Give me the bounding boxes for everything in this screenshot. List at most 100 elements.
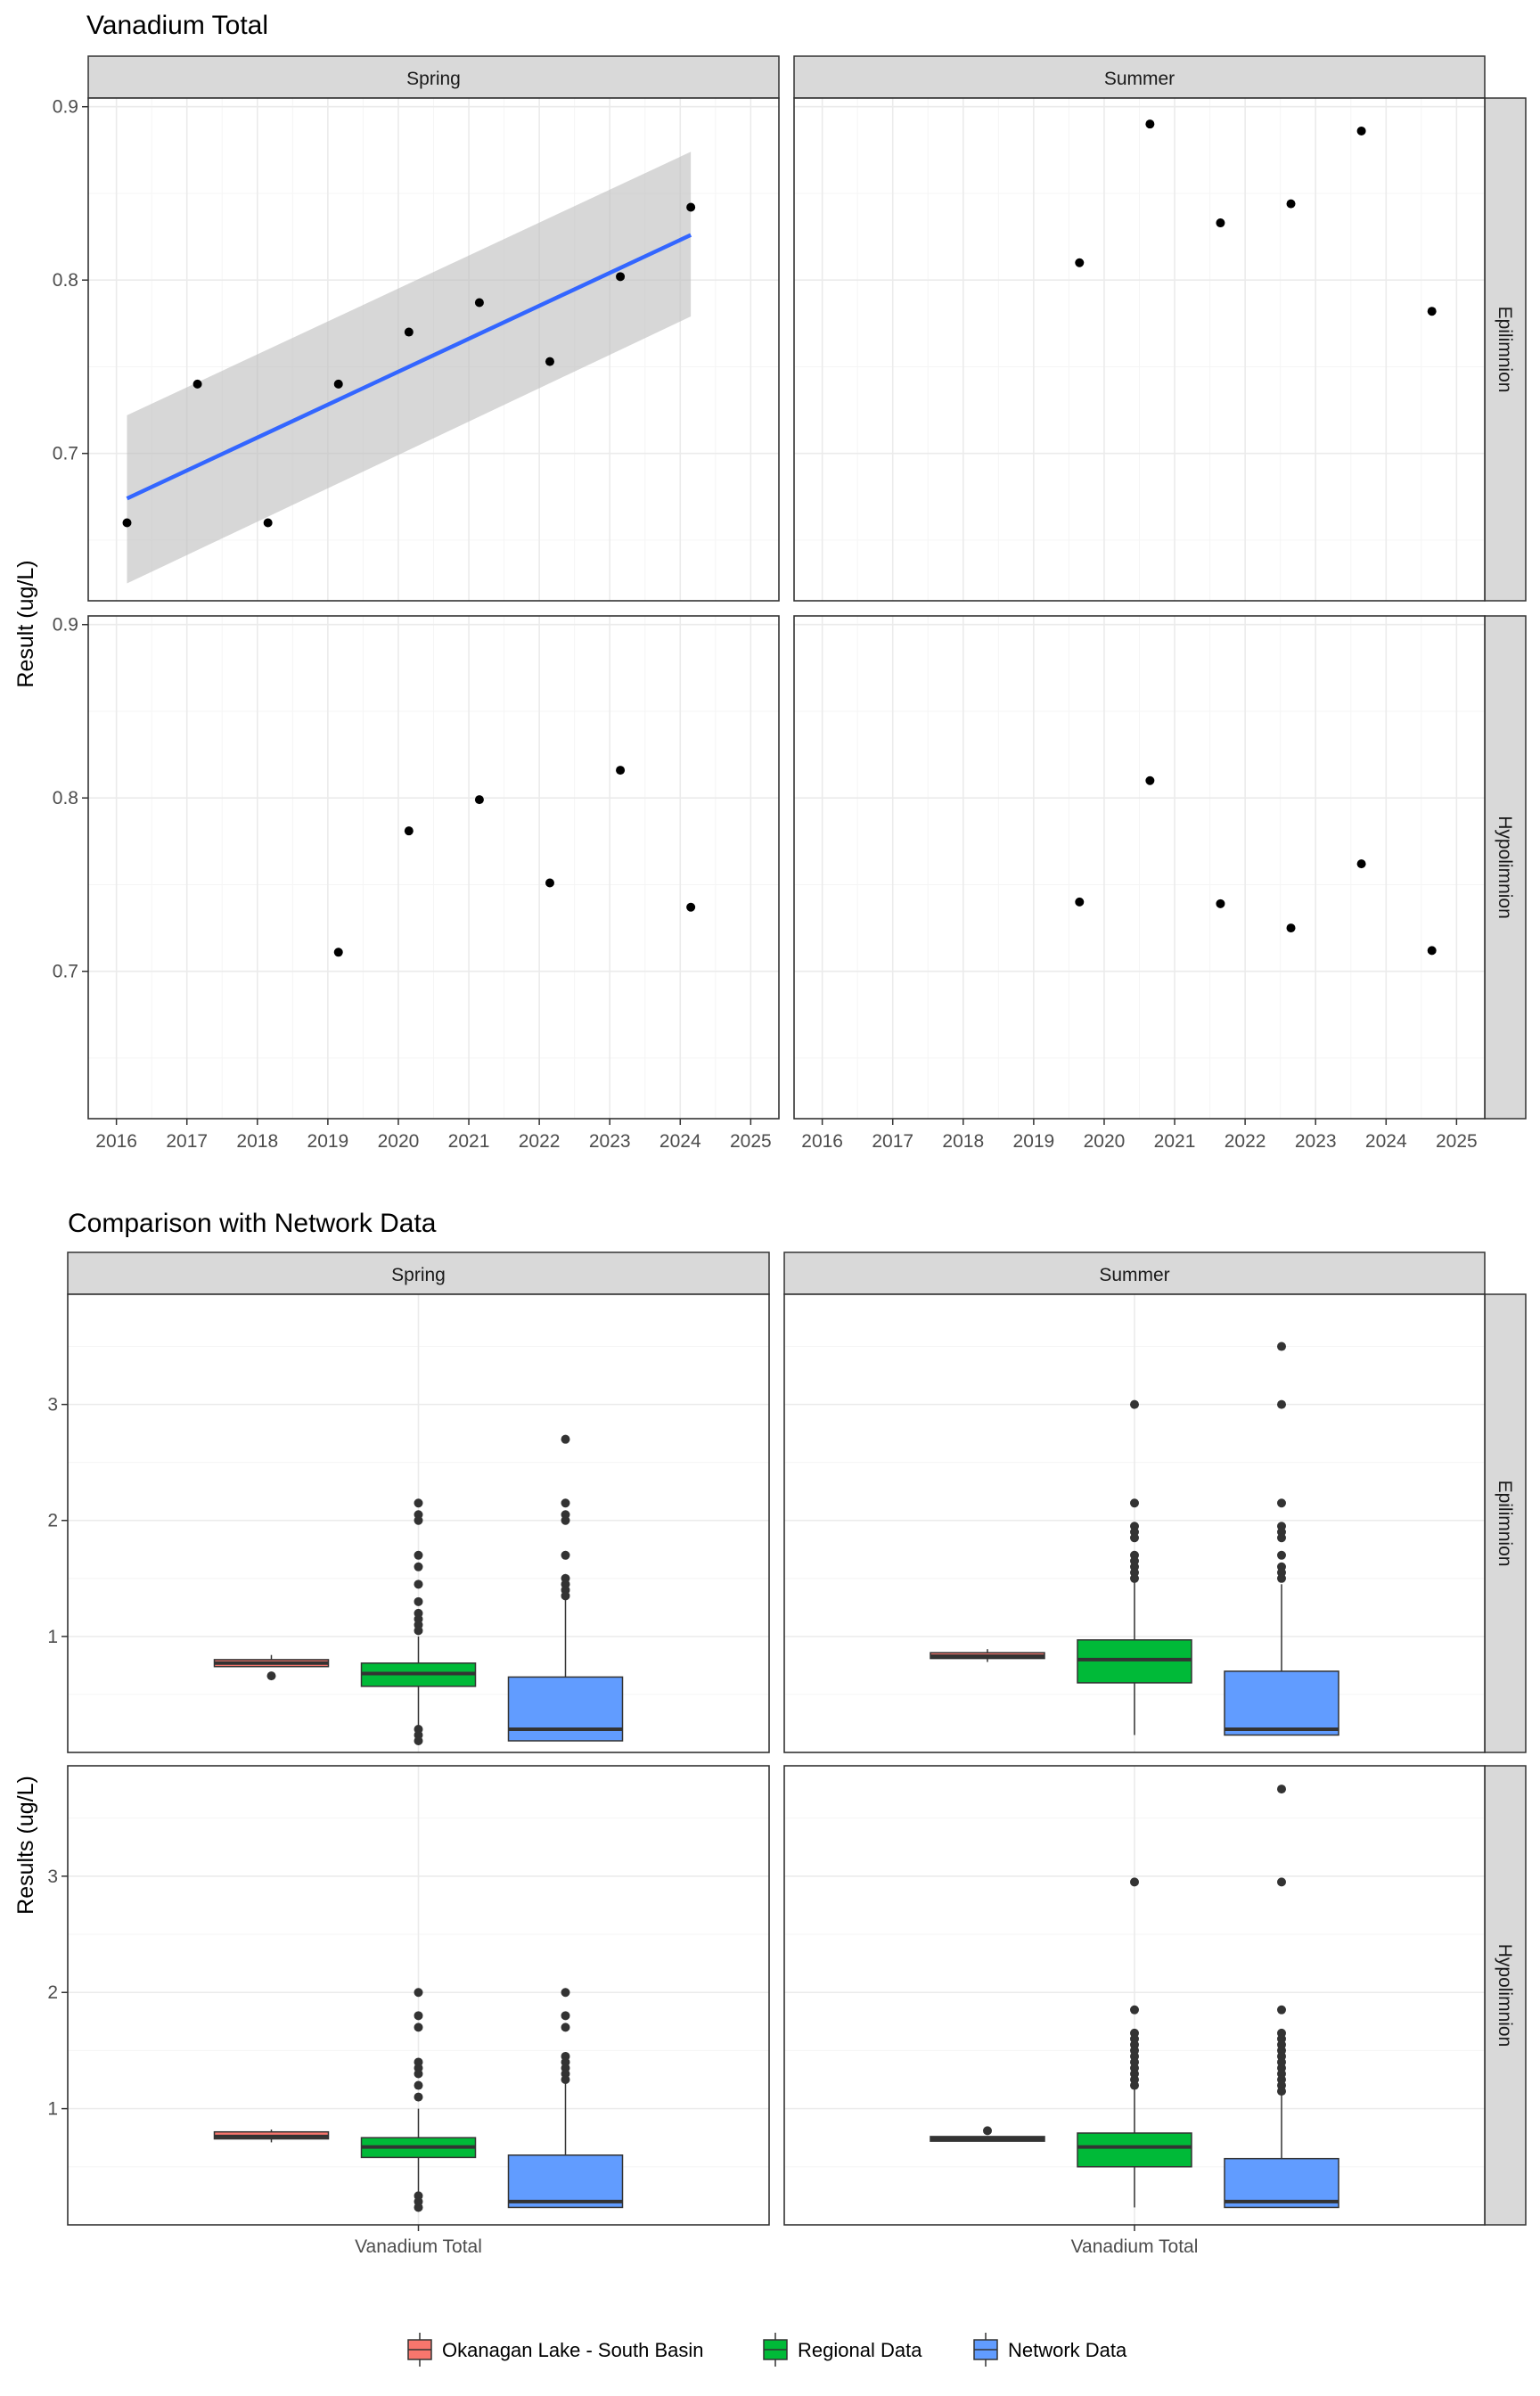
scatter-facets: Spring Summer Epilimnion Hypolimnion 0.7 0.8 0… [53,55,1527,1152]
outlier-point [561,2023,570,2032]
box-network-data [1224,1342,1339,1736]
outlier-point [414,1498,423,1508]
data-point [333,948,343,957]
outlier-point [561,1988,570,1998]
outlier-point [414,2069,423,2079]
legend-item-okanagan-lake-south-basin: Okanagan Lake - South Basin [407,2333,704,2367]
x-tick-label: 2021 [1154,1131,1196,1152]
outlier-point [414,2203,423,2212]
outlier-point [1277,1573,1286,1583]
box-regional-data [1077,1399,1192,1735]
outlier-point [266,1671,276,1681]
legend-label: Okanagan Lake - South Basin [442,2339,704,2361]
x-tick-label: 2023 [589,1131,631,1152]
panel-summer-epilimnion [783,1293,1486,1753]
legend-item-regional-data: Regional Data [763,2333,922,2367]
box-network-data [507,1988,624,2209]
y-tick-label: 0.7 [53,962,78,982]
data-point [404,327,414,337]
y-tick-label: 0.8 [53,270,78,291]
outlier-point [414,1626,423,1636]
x-tick-label: 2020 [378,1131,420,1152]
strip-summer [783,1251,1486,1295]
data-point [1356,859,1366,869]
x-tick-label: 2017 [166,1131,208,1152]
data-point [1145,119,1155,129]
panel-spring-epilimnion [87,97,780,602]
outlier-point [983,2126,992,2136]
data-point [1286,923,1296,933]
x-tick-label: 2025 [730,1131,772,1152]
outlier-point [1277,1342,1286,1351]
data-point [686,202,696,212]
strip-label-summer: Summer [1099,1265,1169,1285]
box-body [507,2154,624,2209]
outlier-point [1130,1399,1139,1409]
outlier-point [1277,1498,1286,1508]
strip-spring [67,1251,770,1295]
x-tick-label: 2019 [307,1131,349,1152]
strip-label-spring: Spring [406,69,461,89]
outlier-point [1130,2080,1139,2090]
strip-label-epilimnion: Epilimnion [1495,1481,1515,1567]
x-tick-label: 2023 [1295,1131,1337,1152]
outlier-point [414,1580,423,1589]
panel-border [67,1293,770,1753]
box-y-axis-label: Results (ug/L) [13,1776,38,1915]
panel-summer-hypolimnion [783,1765,1486,2226]
box-okanagan-lake-south-basin [213,2129,330,2143]
legend-label: Regional Data [798,2339,922,2361]
strip-epilimnion [1484,1293,1527,1753]
box-chart-title: Comparison with Network Data [68,1209,437,1238]
outlier-point [1277,1533,1286,1543]
data-point [616,272,626,282]
box-regional-data [1077,1877,1192,2208]
y-tick-label: 2 [47,1511,58,1531]
outlier-point [414,1515,423,1525]
outlier-point [561,1550,570,1560]
panel-spring-hypolimnion [87,615,780,1120]
y-tick-label: 3 [47,1395,58,1415]
strip-epilimnion [1484,97,1527,602]
x-tick-label: 2022 [519,1131,561,1152]
legend-item-network-data: Network Data [973,2333,1127,2367]
x-tick-label: 2016 [801,1131,843,1152]
outlier-point [414,2023,423,2032]
outlier-point [1277,1399,1286,1409]
box-body [507,1676,624,1742]
y-tick-label: 3 [47,1867,58,1887]
outlier-point [561,1515,570,1525]
data-point [1075,258,1085,267]
outlier-point [414,1596,423,1606]
data-point [1216,218,1225,228]
x-tick-label: 2016 [95,1131,137,1152]
scatter-y-axis-label: Result (ug/L) [13,560,38,687]
box-network-data [507,1434,624,1742]
outlier-point [1130,1533,1139,1543]
data-point [122,518,132,528]
data-point [1216,898,1225,908]
y-tick-label: 1 [47,1627,58,1647]
data-point [616,766,626,775]
outlier-point [561,1434,570,1444]
outlier-point [1277,2005,1286,2014]
box-facets: Spring Summer Epilimnion Hypolimnion 1 2 3 1 2 3 V… [47,1251,1527,2257]
box-okanagan-lake-south-basin [930,2126,1045,2142]
y-tick-label: 0.7 [53,444,78,464]
panel-border [87,615,780,1120]
outlier-point [414,1550,423,1560]
data-point [1075,897,1085,907]
outlier-point [1130,1877,1139,1887]
outlier-point [1130,1498,1139,1508]
outlier-point [1277,1785,1286,1794]
panel-border [793,97,1486,602]
outlier-point [561,1498,570,1508]
legend: Okanagan Lake - South Basin Regional Data… [407,2333,1127,2367]
strip-summer [793,55,1486,99]
y-tick-label: 2 [47,1982,58,2003]
x-tick-label: 2017 [872,1131,913,1152]
data-point [545,357,554,366]
box-body [1224,2157,1339,2209]
y-tick-label: 1 [47,2099,58,2120]
